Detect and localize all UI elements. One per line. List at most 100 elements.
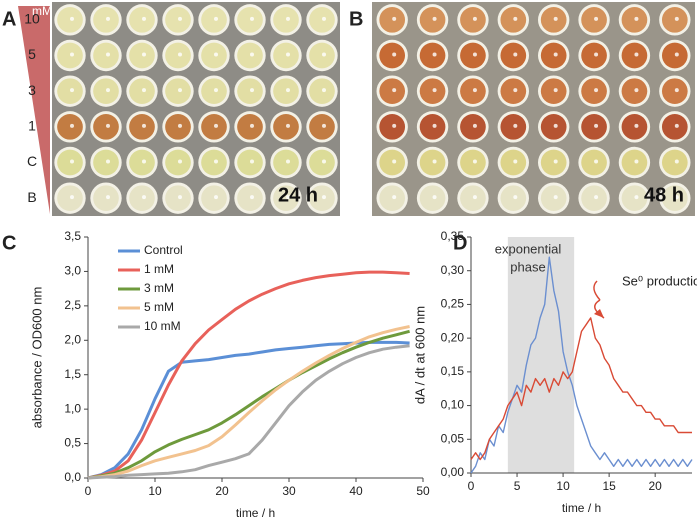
- well-glare: [106, 123, 110, 128]
- well-fill: [57, 185, 83, 212]
- well-fill: [379, 149, 406, 176]
- well-fill: [165, 113, 191, 140]
- well-glare: [322, 159, 326, 164]
- well-fill: [379, 42, 406, 69]
- well-glare: [553, 123, 558, 128]
- well-glare: [392, 195, 397, 200]
- x-tick-label: 10: [148, 484, 162, 498]
- well-fill: [419, 78, 446, 105]
- well-fill: [93, 113, 119, 140]
- well-glare: [178, 195, 182, 200]
- well-fill: [621, 42, 648, 69]
- y-tick-label: 3,0: [64, 264, 81, 278]
- well-glare: [142, 16, 146, 21]
- well-glare: [472, 16, 477, 21]
- well-glare: [594, 159, 599, 164]
- well-fill: [237, 113, 263, 140]
- well-glare: [472, 88, 477, 93]
- well-glare: [214, 195, 218, 200]
- row-label: 3: [28, 82, 36, 98]
- plate: [372, 2, 695, 216]
- concentration-wedge: [18, 6, 50, 214]
- x-tick-label: 10: [556, 479, 570, 493]
- y-tick-label: 1,5: [64, 367, 81, 381]
- well-fill: [379, 6, 406, 33]
- well-fill: [57, 149, 83, 176]
- well-fill: [460, 185, 486, 212]
- well-fill: [201, 6, 227, 33]
- well-fill: [273, 149, 299, 176]
- well-glare: [214, 123, 218, 128]
- time-label: 48 h: [644, 184, 684, 206]
- well-glare: [214, 88, 218, 93]
- well-fill: [93, 78, 119, 105]
- wells: [54, 4, 338, 214]
- well-glare: [472, 123, 477, 128]
- well-fill: [309, 6, 335, 33]
- well-glare: [553, 159, 558, 164]
- unit-label: mM: [32, 4, 52, 18]
- well-fill: [309, 185, 335, 212]
- well-glare: [70, 159, 74, 164]
- well-fill: [201, 113, 227, 140]
- y-tick-label: 0,15: [441, 364, 465, 378]
- y-tick-label: 0,0: [64, 470, 81, 484]
- x-axis-label: time / h: [562, 501, 601, 515]
- well-fill: [273, 42, 299, 69]
- well-glare: [178, 159, 182, 164]
- well-glare: [178, 16, 182, 21]
- well-fill: [500, 6, 527, 33]
- well-glare: [142, 159, 146, 164]
- well-fill: [419, 6, 446, 33]
- well-glare: [142, 123, 146, 128]
- well-fill: [460, 78, 486, 105]
- series-line: [87, 344, 410, 480]
- well-fill: [93, 42, 119, 69]
- y-tick-label: 3,5: [64, 229, 81, 243]
- well-fill: [419, 185, 446, 212]
- y-axis-label: dA / dt at 600 nm: [412, 306, 427, 404]
- well-fill: [93, 149, 119, 176]
- well-fill: [129, 113, 155, 140]
- well-glare: [472, 52, 477, 57]
- well-glare: [392, 52, 397, 57]
- well-glare: [432, 159, 437, 164]
- series-line: [87, 329, 410, 480]
- well-glare: [106, 16, 110, 21]
- well-glare: [513, 123, 518, 128]
- well-fill: [621, 6, 648, 33]
- well-fill: [201, 42, 227, 69]
- well-glare: [322, 16, 326, 21]
- well-glare: [70, 88, 74, 93]
- x-tick-label: 30: [282, 484, 296, 498]
- well-fill: [379, 78, 406, 105]
- well-fill: [57, 78, 83, 105]
- x-tick-label: 40: [349, 484, 363, 498]
- well-fill: [500, 113, 527, 140]
- well-glare: [106, 159, 110, 164]
- well-glare: [178, 88, 182, 93]
- well-fill: [93, 185, 119, 212]
- y-tick-label: 0,5: [64, 436, 81, 450]
- arrow-head: [594, 309, 604, 318]
- series-line: [87, 340, 410, 480]
- well-fill: [273, 113, 299, 140]
- well-glare: [250, 16, 254, 21]
- well-glare: [594, 195, 599, 200]
- well-glare: [553, 16, 558, 21]
- well-glare: [553, 88, 558, 93]
- well-fill: [661, 185, 688, 212]
- well-fill: [237, 6, 263, 33]
- well-glare: [634, 88, 639, 93]
- y-tick-label: 0,05: [441, 431, 465, 445]
- well-glare: [392, 88, 397, 93]
- well-glare: [286, 159, 290, 164]
- well-glare: [286, 16, 290, 21]
- x-tick-label: 15: [602, 479, 616, 493]
- well-glare: [106, 52, 110, 57]
- y-tick-label: 0,20: [441, 330, 465, 344]
- well-fill: [460, 113, 486, 140]
- well-fill: [237, 185, 263, 212]
- x-tick-label: 0: [85, 484, 92, 498]
- row-label: C: [27, 153, 37, 169]
